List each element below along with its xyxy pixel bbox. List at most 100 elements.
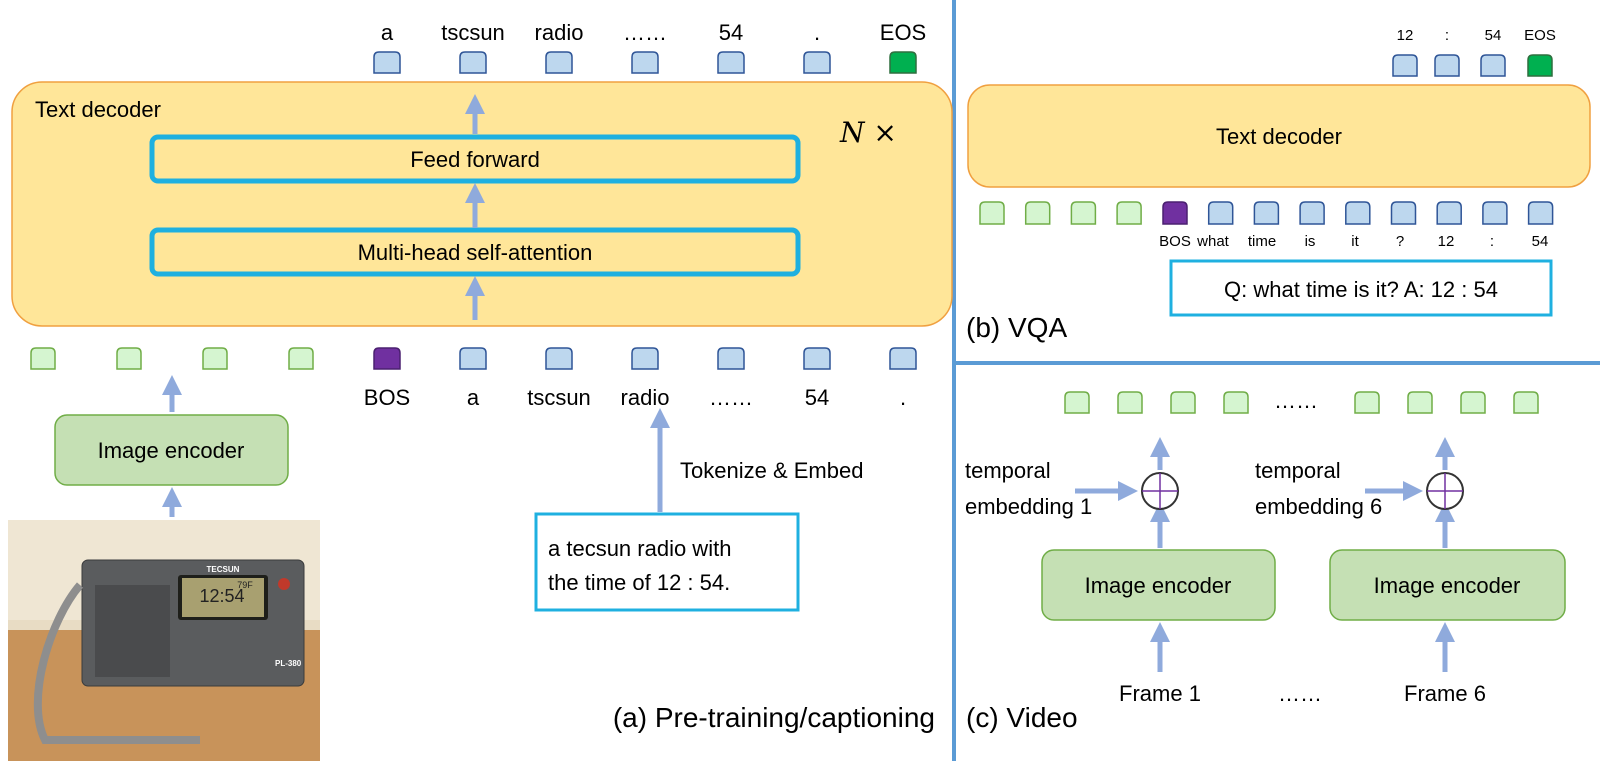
text-token [459, 347, 487, 370]
token-label: 54 [1532, 233, 1549, 250]
panel-a-pretraining: a tscsun radio …… 54. EOS Text decoder N × Fe… [8, 20, 953, 761]
token-label: 12 [1438, 233, 1455, 250]
text-token [631, 347, 659, 370]
input-token-row: BOS what time is it? 12: 54 [979, 201, 1554, 250]
text-token [631, 51, 659, 74]
image-token [30, 347, 56, 370]
output-token-row [1064, 391, 1539, 414]
text-token [1480, 54, 1506, 77]
caption-line-2: the time of 12 : 54. [548, 570, 730, 595]
panel-b-vqa: 12: 54 EOS Text decoder BOS what time is it? 12… [966, 27, 1591, 343]
feed-forward-label: Feed forward [410, 147, 540, 172]
qa-text: Q: what time is it? A: 12 : 54 [1224, 277, 1498, 302]
image-token [1170, 391, 1196, 414]
text-token [1299, 201, 1325, 225]
image-token [1064, 391, 1090, 414]
self-attention-label: Multi-head self-attention [358, 240, 593, 265]
image-token [1117, 391, 1143, 414]
token-label: ? [1396, 233, 1404, 250]
token-label: is [1305, 233, 1316, 250]
radio-display-temp: 79F [237, 580, 253, 590]
output-token-row: a tscsun radio …… 54. EOS [373, 20, 926, 74]
caption-text-box [534, 512, 800, 612]
text-token [459, 51, 487, 74]
frame-ellipsis: …… [1278, 681, 1322, 706]
text-token [545, 347, 573, 370]
feed-forward-layer [149, 134, 801, 184]
panel-b-caption: (b) VQA [966, 312, 1067, 343]
token-label: 54 [1485, 27, 1502, 44]
image-token [1223, 391, 1249, 414]
radio-display-time: 12:54 [199, 586, 244, 606]
token-label: tscsun [441, 20, 505, 45]
token-label: …… [709, 385, 753, 410]
text-token [1434, 54, 1460, 77]
image-token [1513, 391, 1539, 414]
bos-token [373, 347, 401, 370]
text-decoder-label: Text decoder [35, 97, 161, 122]
token-label: tscsun [527, 385, 591, 410]
image-token [979, 201, 1005, 225]
input-token-row: BOS a tscsun radio …… 54. [30, 347, 917, 410]
panel-c-video: …… temporal embedding 1 Image encoder Fr… [965, 388, 1566, 733]
text-decoder-box [967, 84, 1591, 188]
text-token [373, 51, 401, 74]
frame-1-label: Frame 1 [1119, 681, 1201, 706]
token-label: radio [621, 385, 670, 410]
image-token [116, 347, 142, 370]
text-token [1207, 201, 1234, 225]
output-token-row: 12: 54 EOS [1392, 27, 1556, 77]
panel-a-caption: (a) Pre-training/captioning [613, 702, 935, 733]
token-label: 12 [1397, 27, 1414, 44]
eos-token [889, 51, 917, 74]
token-label: a [467, 385, 480, 410]
text-token [1392, 54, 1418, 77]
token-label: it [1351, 233, 1359, 250]
input-photo-radio: 12:54 79F TECSUN PL-380 [8, 520, 320, 761]
image-token [288, 347, 314, 370]
repeat-n-label: N × [839, 116, 897, 149]
temporal-embedding-6-label-2: embedding 6 [1255, 494, 1382, 519]
token-label: EOS [880, 20, 926, 45]
token-label: what [1196, 233, 1230, 250]
image-token [1116, 201, 1142, 225]
image-encoder-label: Image encoder [98, 438, 245, 463]
token-label: radio [535, 20, 584, 45]
tokenize-embed-label: Tokenize & Embed [680, 458, 863, 483]
token-label: 54 [719, 20, 743, 45]
image-encoder-box [54, 414, 289, 486]
token-label: a [381, 20, 394, 45]
qa-text-box [1169, 259, 1553, 317]
text-token [803, 51, 831, 74]
text-token [1253, 201, 1280, 225]
self-attention-layer [149, 227, 801, 277]
radio-brand: TECSUN [207, 565, 240, 574]
frame-6-label: Frame 6 [1404, 681, 1486, 706]
text-token [803, 347, 831, 370]
text-token [1436, 201, 1462, 225]
eos-token [1527, 54, 1553, 77]
image-token [1070, 201, 1097, 225]
radio-model: PL-380 [275, 659, 302, 668]
token-label: BOS [364, 385, 410, 410]
temporal-embedding-1-label-2: embedding 1 [965, 494, 1092, 519]
token-ellipsis: …… [1274, 388, 1318, 413]
token-label: …… [623, 20, 667, 45]
token-label: BOS [1159, 233, 1191, 250]
image-token [202, 347, 228, 370]
text-token [717, 347, 745, 370]
text-token [1390, 201, 1417, 225]
text-token [1527, 201, 1554, 225]
text-token [1345, 201, 1371, 225]
token-label: . [814, 20, 820, 45]
text-decoder-label: Text decoder [1216, 124, 1342, 149]
bos-token [1162, 201, 1188, 225]
temporal-embedding-6-label: temporal [1255, 458, 1341, 483]
token-label: 54 [805, 385, 829, 410]
image-encoder-box [1041, 549, 1276, 621]
image-encoder-label: Image encoder [1374, 573, 1521, 598]
image-token [1407, 391, 1433, 414]
frame-1-branch: temporal embedding 1 Image encoder Frame… [965, 437, 1276, 706]
token-label: EOS [1524, 27, 1556, 44]
